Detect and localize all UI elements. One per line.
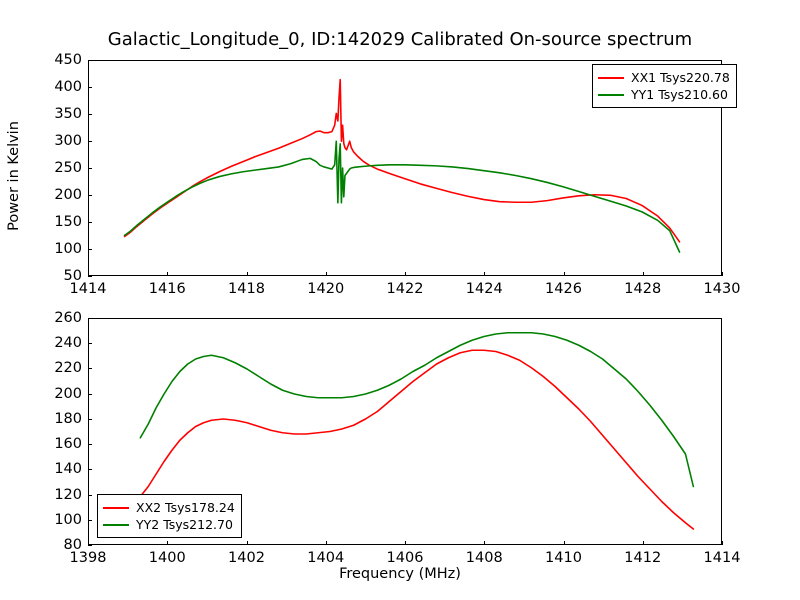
data-series-1 [123,78,681,243]
figure-title: Galactic_Longitude_0, ID:142029 Calibrat… [107,29,693,50]
x-tick-label: 1406 [386,550,424,566]
legend-entry: XX1 Tsys220.78 [598,69,730,86]
x-tick-mark [246,541,248,545]
y-tick-mark [88,168,92,169]
x-tick-label: 1426 [545,281,582,297]
x-tick-label: 1416 [148,281,186,297]
y-tick-mark [88,249,92,250]
x-tick-label: 1414 [69,281,107,297]
data-series-2 [123,140,681,253]
plot-lines-top [123,78,681,253]
legend-color-swatch [598,76,624,79]
y-tick-mark [88,276,92,277]
x-tick-label: 1420 [307,281,345,297]
y-tick-mark [88,87,92,88]
y-tick-mark [88,444,92,446]
y-tick-label: 150 [54,214,82,230]
x-tick-label: 1414 [703,550,741,566]
legend-color-swatch [103,523,129,526]
legend-entry: XX2 Tsys178.24 [103,499,235,516]
x-tick-mark [642,541,644,545]
y-tick-mark [88,141,92,142]
y-tick-mark [88,195,92,196]
legend-label: XX2 Tsys178.24 [136,500,235,515]
x-tick-mark [722,272,723,276]
y-tick-mark [88,222,92,223]
x-tick-mark [88,272,89,276]
legend-color-swatch [598,93,624,96]
x-tick-mark [325,541,327,545]
x-tick-mark [642,272,644,276]
x-tick-label: 1424 [465,281,503,297]
y-tick-mark [88,393,92,395]
y-tick-mark [88,519,92,521]
x-tick-mark [167,272,169,276]
y-tick-mark [88,545,92,546]
y-tick-mark [88,114,92,115]
y-tick-label: 160 [54,436,82,453]
y-tick-label: 300 [54,133,82,149]
x-tick-label: 1428 [624,281,662,297]
y-tick-mark [88,318,92,319]
x-tick-label: 1412 [624,550,662,566]
x-tick-mark [325,272,327,276]
x-tick-label: 1410 [545,550,582,566]
y-tick-label: 240 [54,335,82,352]
x-tick-label: 1404 [307,550,345,566]
x-tick-mark [405,272,406,276]
legend-bottom: XX2 Tsys178.24 YY2 Tsys212.70 [97,494,242,538]
legend-entry: YY2 Tsys212.70 [103,516,235,533]
x-tick-mark [167,541,169,545]
x-tick-mark [484,541,486,545]
y-tick-label: 260 [54,310,82,326]
plot-lines-bottom [139,331,695,530]
y-tick-label: 200 [54,187,82,203]
x-tick-mark [563,272,565,276]
y-tick-label: 100 [54,511,82,528]
y-tick-mark [88,60,92,61]
y-tick-label: 250 [54,160,82,176]
x-tick-label: 1402 [228,550,265,566]
y-tick-label: 400 [54,79,82,95]
x-tick-mark [405,541,406,545]
x-tick-mark [484,272,486,276]
x-tick-label: 1422 [386,281,424,297]
y-tick-label: 450 [54,52,82,68]
y-tick-mark [88,418,92,420]
y-tick-label: 350 [54,106,82,122]
x-tick-mark [88,541,89,545]
x-tick-label: 1398 [69,550,107,566]
legend-label: YY2 Tsys212.70 [136,517,233,532]
y-tick-mark [88,469,92,471]
legend-top: XX1 Tsys220.78 YY1 Tsys210.60 [592,64,737,108]
data-series-1 [139,349,695,530]
x-tick-mark [246,272,248,276]
x-tick-label: 1418 [228,281,265,297]
y-tick-label: 50 [63,268,82,284]
y-tick-mark [88,343,92,345]
legend-label: XX1 Tsys220.78 [631,70,730,85]
y-tick-mark [88,368,92,370]
y-tick-label: 220 [54,360,82,377]
x-tick-label: 1408 [465,550,503,566]
y-tick-mark [88,494,92,496]
x-axis-label: Frequency (MHz) [339,566,461,582]
x-tick-label: 1430 [703,281,741,297]
y-tick-label: 80 [63,537,82,553]
legend-color-swatch [103,506,129,509]
y-tick-label: 100 [54,241,82,257]
y-tick-label: 180 [54,410,82,427]
data-series-2 [139,331,695,488]
x-tick-mark [563,541,565,545]
y-tick-label: 200 [54,385,82,402]
x-tick-mark [722,541,723,545]
y-axis-label: Power in Kelvin [6,121,22,231]
x-tick-label: 1400 [148,550,186,566]
legend-label: YY1 Tsys210.60 [631,87,728,102]
y-tick-label: 120 [54,486,82,503]
legend-entry: YY1 Tsys210.60 [598,86,730,103]
y-tick-label: 140 [54,461,82,478]
